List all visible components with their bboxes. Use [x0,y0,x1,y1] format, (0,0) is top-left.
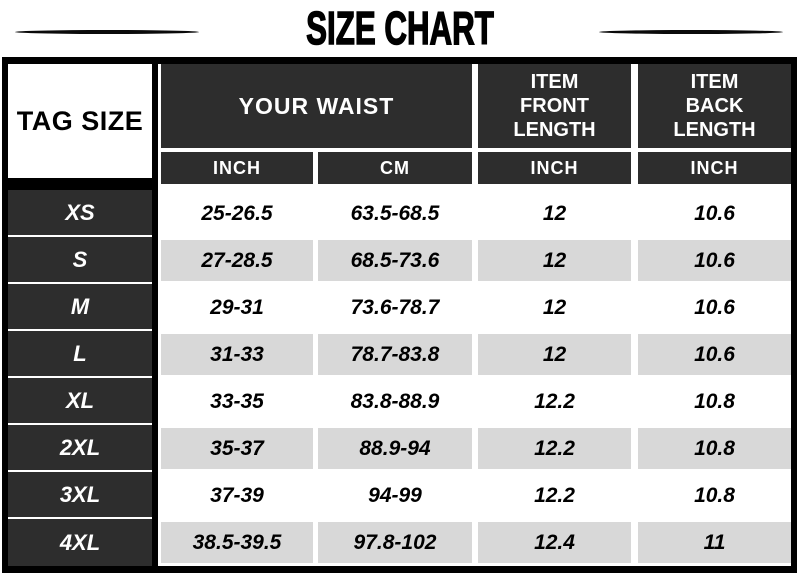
waist-inch-cell: 35-37 [161,425,313,472]
size-chart-table: TAG SIZE YOUR WAIST ITEM FRONT LENGTH IT… [2,57,797,573]
tag-column-divider [152,64,158,566]
waist-inch-cell: 37-39 [210,483,264,507]
back-length-header-cell: ITEM BACK LENGTH [638,64,791,148]
waist-inch-cell: 25-26.5 [201,201,273,225]
back-length-cell: 10.6 [638,237,791,284]
front-length-cell: 12.2 [534,389,575,413]
back-length-cell: 10.6 [694,295,735,319]
table-row: 35-37 88.9-94 12.2 10.8 [161,425,791,472]
waist-inch-cell: 27-28.5 [161,237,313,284]
back-length-cell: 10.8 [638,425,791,472]
tag-size-cell: M [8,284,152,331]
tag-size-column: XS S M L XL 2XL 3XL 4XL [8,190,152,566]
waist-inch-cell: 29-31 [210,295,264,319]
subheader-back-inch: INCH [638,152,791,184]
column-gap [631,472,638,519]
table-row: 29-31 73.6-78.7 12 10.6 [161,284,791,331]
decorative-line-left [15,30,199,34]
waist-inch-cell: 38.5-39.5 [161,519,313,566]
table-row: 37-39 94-99 12.2 10.8 [161,472,791,519]
table-row: 31-33 78.7-83.8 12 10.6 [161,331,791,378]
tag-size-header-cell: TAG SIZE [8,64,152,178]
waist-cm-cell: 73.6-78.7 [350,295,440,319]
subheader-front-inch: INCH [478,152,631,184]
column-gap [631,378,638,425]
front-length-cell: 12.4 [478,519,631,566]
waist-cm-cell: 63.5-68.5 [350,201,440,225]
table-row: 27-28.5 68.5-73.6 12 10.6 [161,237,791,284]
tag-size-cell: 3XL [8,472,152,519]
waist-cm-cell: 68.5-73.6 [318,237,472,284]
tag-size-cell: L [8,331,152,378]
front-length-cell: 12 [542,295,567,319]
waist-header-cell: YOUR WAIST [161,64,472,148]
waist-cm-cell: 83.8-88.9 [350,389,440,413]
column-gap [631,190,638,237]
waist-cm-cell: 97.8-102 [318,519,472,566]
tag-size-cell: XL [8,378,152,425]
back-length-cell: 11 [638,519,791,566]
table-row: 25-26.5 63.5-68.5 12 10.6 [161,190,791,237]
tag-size-cell: 2XL [8,425,152,472]
decorative-line-right [599,30,783,34]
table-inner: TAG SIZE YOUR WAIST ITEM FRONT LENGTH IT… [8,64,791,566]
page-title: SIZE CHART [306,1,495,55]
front-length-header-cell: ITEM FRONT LENGTH [478,64,631,148]
front-length-cell: 12 [478,331,631,378]
waist-cm-cell: 94-99 [368,483,422,507]
waist-inch-cell: 31-33 [161,331,313,378]
back-length-cell: 10.6 [694,201,735,225]
table-row: 33-35 83.8-88.9 12.2 10.8 [161,378,791,425]
tag-size-cell: XS [8,190,152,237]
back-length-cell: 10.8 [694,389,735,413]
column-gap [631,284,638,331]
waist-cm-cell: 78.7-83.8 [318,331,472,378]
column-gap [631,425,638,472]
subheader-waist-inch: INCH [161,152,313,184]
tag-size-cell: S [8,237,152,284]
back-length-cell: 10.8 [694,483,735,507]
front-length-cell: 12.2 [534,483,575,507]
column-gap [631,331,638,378]
data-rows: 25-26.5 63.5-68.5 12 10.6 27-28.5 68.5-7… [161,190,791,566]
tag-size-header-block: TAG SIZE [8,64,158,190]
tag-size-cell: 4XL [8,519,152,566]
front-length-cell: 12 [478,237,631,284]
front-length-cell: 12 [542,201,567,225]
table-row: 38.5-39.5 97.8-102 12.4 11 [161,519,791,566]
column-gap [631,237,638,284]
front-length-cell: 12.2 [478,425,631,472]
column-gap [631,519,638,566]
subheader-waist-cm: CM [318,152,472,184]
waist-cm-cell: 88.9-94 [318,425,472,472]
back-length-cell: 10.6 [638,331,791,378]
waist-inch-cell: 33-35 [210,389,264,413]
